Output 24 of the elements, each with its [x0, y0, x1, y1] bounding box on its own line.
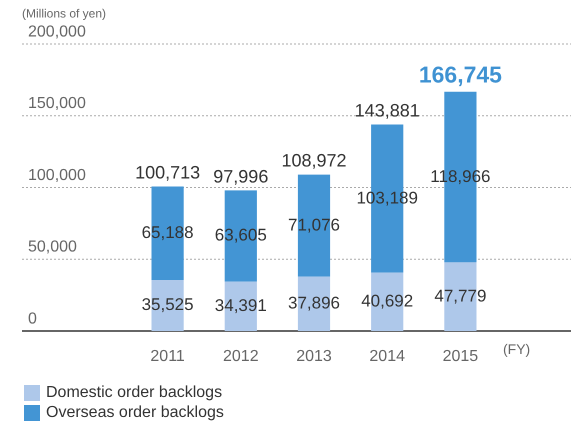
y-tick-label: 50,000 [28, 238, 78, 256]
x-tick-label: 2013 [296, 348, 332, 366]
total-label: 100,713 [135, 162, 200, 182]
data-label: 40,692 [361, 291, 414, 310]
x-tick-label: 2011 [150, 348, 185, 366]
data-label: 47,779 [434, 286, 486, 306]
y-tick-label: 150,000 [28, 95, 86, 112]
data-label: 35,525 [142, 295, 194, 314]
data-label: 34,391 [214, 296, 267, 316]
data-label: 37,896 [288, 293, 340, 312]
total-label: 166,745 [418, 62, 502, 88]
total-label: 97,996 [213, 166, 268, 186]
y-axis-title: (Millions of yen) [22, 6, 106, 20]
legend-label: Overseas order backlogs [46, 404, 224, 422]
x-axis-title: (FY) [503, 340, 530, 357]
y-tick-label: 0 [28, 310, 37, 328]
legend-label: Domestic order backlogs [46, 384, 222, 402]
total-label: 143,881 [354, 100, 420, 120]
x-tick-label: 2012 [223, 348, 259, 366]
y-tick-label: 100,000 [28, 166, 86, 184]
y-tick-label: 200,000 [28, 23, 86, 40]
x-tick-label: 2014 [369, 348, 406, 366]
x-tick-label: 2015 [442, 348, 478, 366]
total-label: 108,972 [281, 150, 347, 171]
